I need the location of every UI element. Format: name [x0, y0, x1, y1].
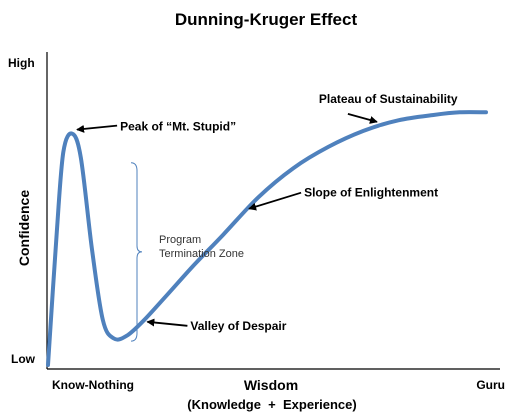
annotation-peak: Peak of “Mt. Stupid” [76, 120, 236, 134]
x-axis-label: Wisdom [244, 377, 298, 393]
annotation-arrow [146, 318, 188, 327]
annotation-label: Plateau of Sustainability [319, 92, 458, 106]
x-axis-sublabel: (Knowledge + Experience) [187, 397, 356, 412]
confidence-curve [46, 110, 488, 367]
y-axis-label: Confidence [16, 190, 32, 266]
annotation-plateau: Plateau of Sustainability [319, 92, 458, 124]
chart-title: Dunning-Kruger Effect [175, 10, 358, 29]
x-tick-know-nothing: Know-Nothing [52, 378, 134, 392]
annotation-label: Slope of Enlightenment [304, 186, 438, 200]
y-tick-low: Low [11, 352, 36, 366]
annotation-arrow [76, 124, 118, 133]
termination-zone-label-line-1: Program [159, 234, 201, 246]
x-tick-guru: Guru [476, 378, 505, 392]
termination-zone-label-line-2: Termination Zone [159, 248, 244, 260]
annotation-label: Peak of “Mt. Stupid” [120, 120, 236, 134]
annotation-label: Valley of Despair [190, 319, 286, 333]
termination-zone-bracket [130, 162, 143, 342]
annotation-arrow [248, 191, 302, 211]
annotation-slope: Slope of Enlightenment [248, 186, 438, 211]
annotation-arrow [347, 113, 378, 124]
y-tick-high: High [8, 56, 35, 70]
annotation-valley: Valley of Despair [146, 318, 287, 333]
